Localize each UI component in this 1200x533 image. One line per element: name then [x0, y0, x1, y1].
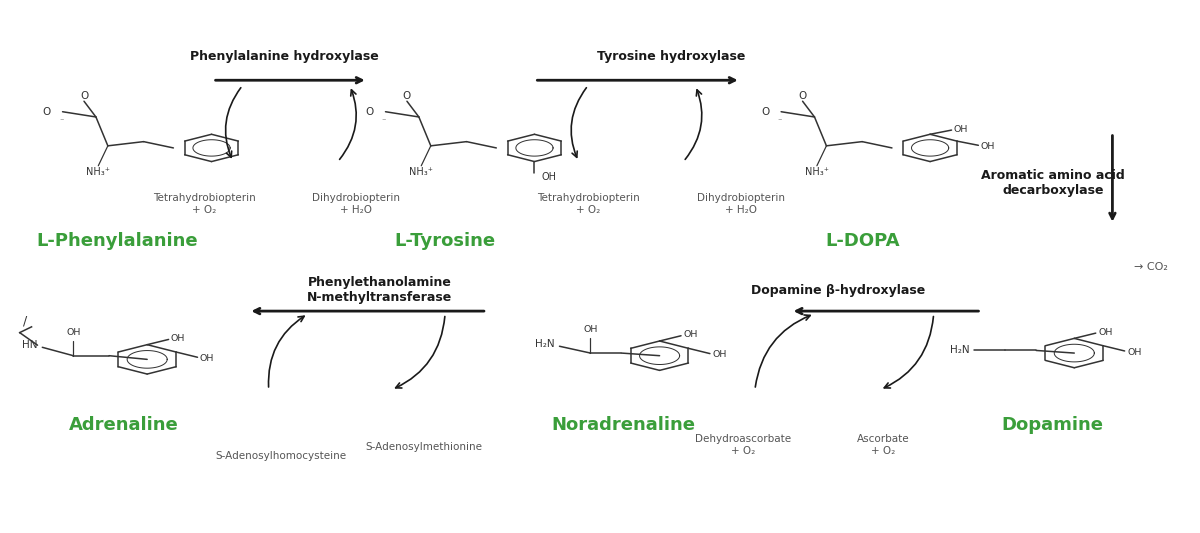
- Text: Phenylalanine hydroxylase: Phenylalanine hydroxylase: [190, 50, 378, 63]
- Text: O: O: [365, 107, 373, 117]
- Text: OH: OH: [583, 325, 598, 334]
- Text: ⁻: ⁻: [59, 116, 64, 125]
- Text: O: O: [80, 91, 88, 101]
- Text: NH₃⁺: NH₃⁺: [86, 167, 110, 177]
- Text: Ascorbate
+ O₂: Ascorbate + O₂: [857, 434, 910, 456]
- Text: OH: OH: [170, 334, 185, 343]
- Text: OH: OH: [684, 330, 697, 339]
- Text: /: /: [24, 315, 28, 328]
- Text: Dehydroascorbate
+ O₂: Dehydroascorbate + O₂: [695, 434, 791, 456]
- Text: S-Adenosylhomocysteine: S-Adenosylhomocysteine: [215, 451, 346, 461]
- Text: O: O: [798, 91, 806, 101]
- Text: NH₃⁺: NH₃⁺: [805, 167, 829, 177]
- Text: OH: OH: [954, 125, 968, 134]
- Text: → CO₂: → CO₂: [1134, 262, 1168, 271]
- Text: OH: OH: [980, 142, 995, 151]
- Text: OH: OH: [541, 172, 557, 182]
- Text: L-DOPA: L-DOPA: [824, 232, 900, 251]
- Text: OH: OH: [66, 328, 80, 337]
- Text: HN: HN: [22, 340, 37, 350]
- Text: O: O: [403, 91, 412, 101]
- Text: Tetrahydrobiopterin
+ O₂: Tetrahydrobiopterin + O₂: [152, 193, 256, 215]
- Text: L-Phenylalanine: L-Phenylalanine: [36, 232, 198, 251]
- Text: Tyrosine hydroxylase: Tyrosine hydroxylase: [598, 50, 745, 63]
- Text: ⁻: ⁻: [382, 116, 386, 125]
- Text: S-Adenosylmethionine: S-Adenosylmethionine: [365, 442, 482, 453]
- Text: OH: OH: [1098, 328, 1112, 336]
- Text: Tetrahydrobiopterin
+ O₂: Tetrahydrobiopterin + O₂: [536, 193, 640, 215]
- Text: Noradrenaline: Noradrenaline: [552, 416, 696, 434]
- Text: OH: OH: [1127, 348, 1141, 357]
- Text: O: O: [42, 107, 50, 117]
- Text: L-Tyrosine: L-Tyrosine: [395, 232, 496, 251]
- Text: Dopamine: Dopamine: [1002, 416, 1104, 434]
- Text: Aromatic amino acid
decarboxylase: Aromatic amino acid decarboxylase: [980, 168, 1124, 197]
- Text: H₂N: H₂N: [949, 345, 970, 356]
- Text: Phenylethanolamine
N-methyltransferase: Phenylethanolamine N-methyltransferase: [307, 276, 452, 304]
- Text: O: O: [761, 107, 769, 117]
- Text: OH: OH: [200, 354, 215, 363]
- Text: Dihydrobiopterin
+ H₂O: Dihydrobiopterin + H₂O: [312, 193, 400, 215]
- Text: H₂N: H₂N: [535, 339, 554, 349]
- Text: ⁻: ⁻: [778, 116, 782, 125]
- Text: Adrenaline: Adrenaline: [68, 416, 179, 434]
- Text: Dopamine β-hydroxylase: Dopamine β-hydroxylase: [751, 284, 925, 296]
- Text: OH: OH: [713, 350, 727, 359]
- Text: NH₃⁺: NH₃⁺: [409, 167, 433, 177]
- Text: Dihydrobiopterin
+ H₂O: Dihydrobiopterin + H₂O: [697, 193, 785, 215]
